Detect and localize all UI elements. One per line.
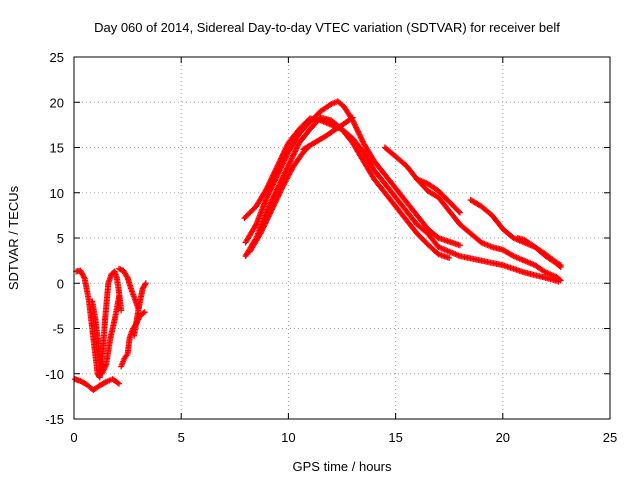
data-point xyxy=(455,208,462,215)
x-axis-label: GPS time / hours xyxy=(293,459,392,474)
y-tick-labels: -15 -10 -5 0 5 10 15 20 25 xyxy=(45,50,64,427)
data-point xyxy=(446,254,453,261)
data-point xyxy=(116,380,123,387)
data-point xyxy=(349,114,356,121)
y-tick-label: 10 xyxy=(50,186,64,201)
series-trace-11 xyxy=(246,142,313,255)
y-axis-label: SDTVAR / TECUs xyxy=(6,185,21,290)
series-trace-4 xyxy=(89,293,123,377)
data-point xyxy=(142,280,149,287)
chart-title: Day 060 of 2014, Sidereal Day-to-day VTE… xyxy=(94,20,560,35)
x-tick-label: 10 xyxy=(281,430,295,445)
data-point xyxy=(557,262,564,269)
series-trace-5 xyxy=(118,309,148,370)
data-point xyxy=(456,242,463,249)
data-point xyxy=(557,277,564,284)
data-markers xyxy=(72,98,564,394)
data-point xyxy=(556,276,563,283)
series-trace-1 xyxy=(72,376,123,394)
y-tick-label: 20 xyxy=(50,95,64,110)
y-tick-label: 15 xyxy=(50,141,64,156)
series-trace-14 xyxy=(414,176,463,216)
y-tick-label: -10 xyxy=(45,367,64,382)
series-trace-10 xyxy=(242,98,463,249)
series-trace-8 xyxy=(241,115,562,285)
y-tick-label: 5 xyxy=(57,231,64,246)
data-point xyxy=(348,115,355,122)
y-tick-label: 25 xyxy=(50,50,64,65)
x-tick-labels: 0 5 10 15 20 25 xyxy=(70,430,617,445)
x-tick-label: 0 xyxy=(70,430,77,445)
series-trace-7 xyxy=(131,280,149,339)
y-tick-label: -15 xyxy=(45,412,64,427)
y-tick-label: 0 xyxy=(57,276,64,291)
data-point xyxy=(456,209,463,216)
series-trace-13 xyxy=(381,144,564,284)
data-point xyxy=(141,309,148,316)
x-tick-label: 20 xyxy=(496,430,510,445)
grid-lines xyxy=(74,57,610,419)
x-tick-label: 5 xyxy=(178,430,185,445)
data-point xyxy=(116,293,123,300)
x-tick-label: 25 xyxy=(603,430,617,445)
axis-ticks xyxy=(73,56,611,420)
series-trace-12 xyxy=(300,114,356,153)
y-tick-label: -5 xyxy=(52,322,64,337)
series-trace-2 xyxy=(73,267,109,381)
data-point xyxy=(114,379,121,386)
series-trace-16 xyxy=(514,235,564,269)
x-tick-label: 15 xyxy=(388,430,402,445)
